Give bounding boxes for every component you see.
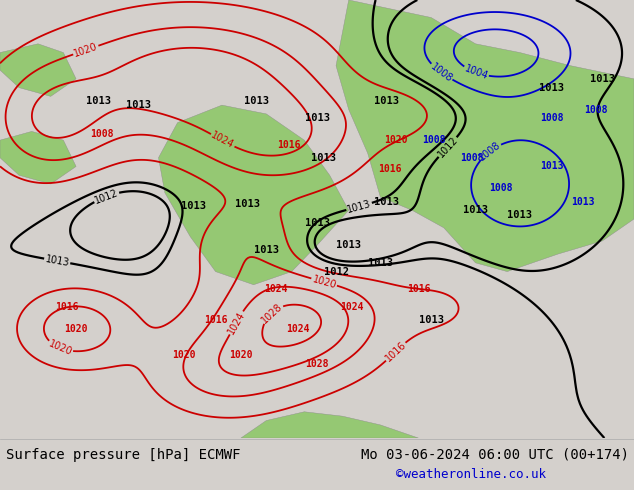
Text: 1016: 1016	[204, 315, 228, 325]
Text: 1013: 1013	[304, 113, 330, 123]
Text: 1008: 1008	[584, 104, 608, 115]
Text: 1013: 1013	[368, 258, 393, 268]
Text: 1016: 1016	[55, 302, 79, 312]
Text: 1008: 1008	[540, 113, 564, 123]
Text: 1008: 1008	[429, 61, 454, 84]
Text: 1008: 1008	[460, 153, 484, 163]
Text: 1020: 1020	[72, 41, 99, 59]
Text: 1024: 1024	[209, 130, 236, 151]
Text: 1013: 1013	[374, 96, 399, 106]
Text: 1028: 1028	[305, 359, 329, 368]
Text: 1013: 1013	[418, 315, 444, 325]
Text: 1013: 1013	[126, 100, 151, 110]
Text: 1024: 1024	[340, 302, 364, 312]
Text: 1013: 1013	[254, 245, 279, 255]
Text: 1012: 1012	[93, 188, 120, 206]
Text: 1028: 1028	[259, 301, 284, 325]
Text: 1013: 1013	[571, 196, 595, 206]
Text: Mo 03-06-2024 06:00 UTC (00+174): Mo 03-06-2024 06:00 UTC (00+174)	[361, 448, 630, 462]
Text: 1013: 1013	[463, 205, 488, 215]
Text: 1004: 1004	[463, 64, 489, 81]
Text: 1013: 1013	[507, 210, 533, 220]
Text: 1013: 1013	[235, 199, 260, 209]
Text: 1013: 1013	[374, 196, 399, 206]
Text: 1020: 1020	[311, 274, 337, 290]
Text: 1013: 1013	[336, 240, 361, 250]
Text: 1016: 1016	[384, 340, 408, 364]
Text: ©weatheronline.co.uk: ©weatheronline.co.uk	[396, 467, 547, 481]
Text: Surface pressure [hPa] ECMWF: Surface pressure [hPa] ECMWF	[6, 448, 241, 462]
Text: 1013: 1013	[244, 96, 269, 106]
Text: 1013: 1013	[44, 254, 70, 268]
Text: 1013: 1013	[86, 96, 111, 106]
Text: 1013: 1013	[346, 198, 372, 215]
Text: 1013: 1013	[539, 83, 564, 93]
Text: 1013: 1013	[311, 153, 336, 163]
Text: 1024: 1024	[226, 310, 247, 336]
Text: 1013: 1013	[590, 74, 615, 84]
Text: 1008: 1008	[89, 128, 113, 139]
Text: 1013: 1013	[181, 201, 206, 211]
Text: 1020: 1020	[229, 350, 253, 360]
Text: 1013: 1013	[304, 219, 330, 228]
Text: 1020: 1020	[47, 339, 74, 357]
Text: 1020: 1020	[384, 135, 408, 145]
Text: 1008: 1008	[477, 140, 503, 163]
Text: 1016: 1016	[406, 284, 430, 294]
Text: 1024: 1024	[286, 323, 310, 334]
Text: 1008: 1008	[422, 135, 446, 145]
Text: 1020: 1020	[172, 350, 196, 360]
Text: 1016: 1016	[276, 140, 301, 149]
Text: 1013: 1013	[540, 162, 564, 172]
Text: 1024: 1024	[264, 284, 288, 294]
Text: 1020: 1020	[64, 323, 88, 334]
Text: 1012: 1012	[436, 135, 460, 160]
Text: 1016: 1016	[378, 164, 402, 173]
Text: 1012: 1012	[323, 267, 349, 276]
Text: 1008: 1008	[489, 183, 513, 194]
